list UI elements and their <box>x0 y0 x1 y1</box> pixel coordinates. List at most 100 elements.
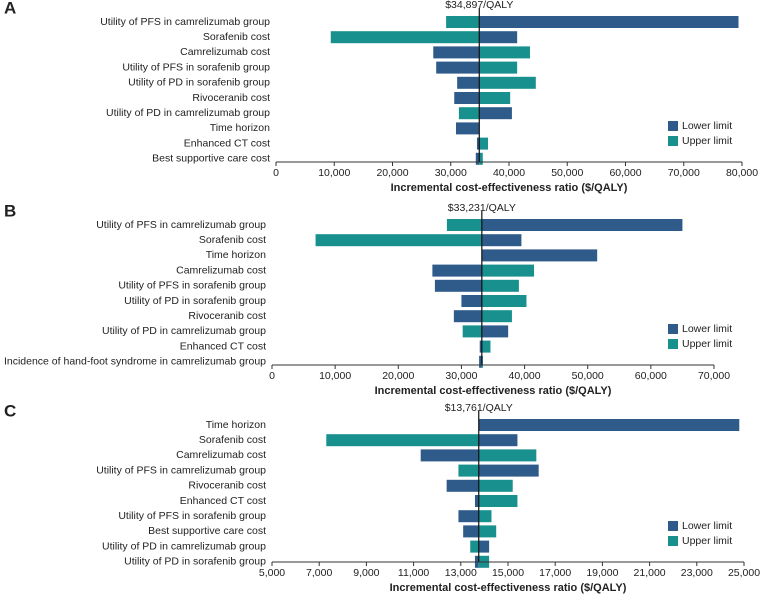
base-label: $33,231/QALY <box>448 202 516 214</box>
panel-label: B <box>4 201 16 220</box>
bar <box>315 234 482 247</box>
panel-label: C <box>4 401 16 420</box>
bar <box>478 510 492 523</box>
x-tick-label: 23,000 <box>681 567 713 579</box>
legend-swatch <box>668 324 678 334</box>
legend-label: Lower limit <box>682 120 732 132</box>
bar <box>478 525 497 538</box>
panel-label: A <box>4 0 16 17</box>
bar <box>479 107 512 120</box>
category-label: Enhanced CT cost <box>180 495 266 507</box>
bar <box>479 46 530 59</box>
x-tick-label: 10,000 <box>319 370 351 382</box>
legend-swatch <box>668 521 678 531</box>
bar <box>481 249 598 262</box>
bar <box>481 340 491 353</box>
base-label: $13,761/QALY <box>445 402 513 414</box>
category-label: Camrelizumab cost <box>176 449 266 461</box>
category-label: Rivoceranib cost <box>192 92 270 104</box>
legend-swatch <box>668 339 678 349</box>
category-label: Rivoceranib cost <box>188 480 266 492</box>
bar <box>479 137 489 150</box>
x-tick-label: 60,000 <box>609 167 641 179</box>
bar <box>453 310 482 323</box>
bar <box>455 122 480 135</box>
x-tick-label: 7,000 <box>306 567 332 579</box>
x-tick-label: 80,000 <box>726 167 758 179</box>
x-axis-label: Incremental cost-effectiveness ratio ($/… <box>390 582 627 594</box>
x-tick-label: 40,000 <box>493 167 525 179</box>
bar <box>458 107 480 120</box>
bar <box>326 434 479 447</box>
x-tick-label: 0 <box>269 370 275 382</box>
bar <box>479 355 482 368</box>
x-tick-label: 70,000 <box>698 370 730 382</box>
x-tick-label: 70,000 <box>668 167 700 179</box>
x-tick-label: 11,000 <box>398 567 429 579</box>
legend-label: Lower limit <box>682 323 732 335</box>
bar <box>481 295 527 307</box>
category-label: Utility of PD in sorafenib group <box>124 556 266 568</box>
x-tick-label: 17,000 <box>539 567 571 579</box>
bar <box>478 540 490 553</box>
bar <box>432 264 482 277</box>
bar <box>478 419 740 431</box>
base-label: $34,897/QALY <box>445 0 513 11</box>
bar <box>479 16 739 28</box>
x-tick-label: 50,000 <box>551 167 583 179</box>
x-tick-label: 15,000 <box>492 567 524 579</box>
bar <box>463 525 479 538</box>
category-label: Best supportive care cost <box>148 525 266 537</box>
bar <box>478 479 513 492</box>
bar <box>330 31 480 44</box>
category-label: Utility of PFS in sorafenib group <box>118 510 266 522</box>
category-label: Enhanced CT cost <box>180 340 266 352</box>
legend-label: Upper limit <box>682 135 732 147</box>
x-tick-label: 13,000 <box>445 567 477 579</box>
category-label: Best supportive care cost <box>152 153 270 165</box>
bar <box>478 449 537 462</box>
category-label: Utility of PD in camrelizumab group <box>106 107 270 119</box>
bar <box>446 219 482 231</box>
x-axis-label: Incremental cost-effectiveness ratio ($/… <box>375 385 612 397</box>
x-tick-label: 25,000 <box>728 567 760 579</box>
legend-label: Lower limit <box>682 520 732 532</box>
category-label: Sorafenib cost <box>199 234 266 246</box>
x-tick-label: 0 <box>273 167 279 179</box>
bar <box>478 495 518 507</box>
bar <box>479 92 511 104</box>
bar <box>479 31 518 44</box>
legend-swatch <box>668 121 678 131</box>
x-tick-label: 20,000 <box>376 167 408 179</box>
category-label: Utility of PFS in sorafenib group <box>122 61 270 73</box>
bar <box>481 310 512 323</box>
category-label: Time horizon <box>206 249 266 261</box>
category-label: Camrelizumab cost <box>176 264 266 276</box>
legend-label: Upper limit <box>682 338 732 350</box>
bar <box>474 495 479 507</box>
category-label: Enhanced CT cost <box>184 137 270 149</box>
bar <box>420 449 479 462</box>
legend-label: Upper limit <box>682 535 732 547</box>
x-axis-label: Incremental cost-effectiveness ratio ($/… <box>391 182 628 194</box>
x-tick-label: 30,000 <box>445 370 477 382</box>
bar <box>478 464 539 477</box>
bar <box>481 279 519 292</box>
x-tick-label: 5,000 <box>259 567 285 579</box>
bar <box>470 540 479 553</box>
x-tick-label: 40,000 <box>509 370 541 382</box>
bar <box>457 76 480 89</box>
category-label: Camrelizumab cost <box>180 46 270 58</box>
x-tick-label: 19,000 <box>586 567 618 579</box>
bar <box>458 464 479 477</box>
category-label: Utility of PFS in sorafenib group <box>118 280 266 292</box>
bar <box>479 152 483 165</box>
bar <box>461 295 482 307</box>
bar <box>478 434 518 447</box>
category-label: Utility of PD in sorafenib group <box>124 295 266 307</box>
category-label: Utility of PD in sorafenib group <box>128 77 270 89</box>
x-tick-label: 20,000 <box>382 370 414 382</box>
bar <box>458 510 479 523</box>
bar <box>446 479 479 492</box>
